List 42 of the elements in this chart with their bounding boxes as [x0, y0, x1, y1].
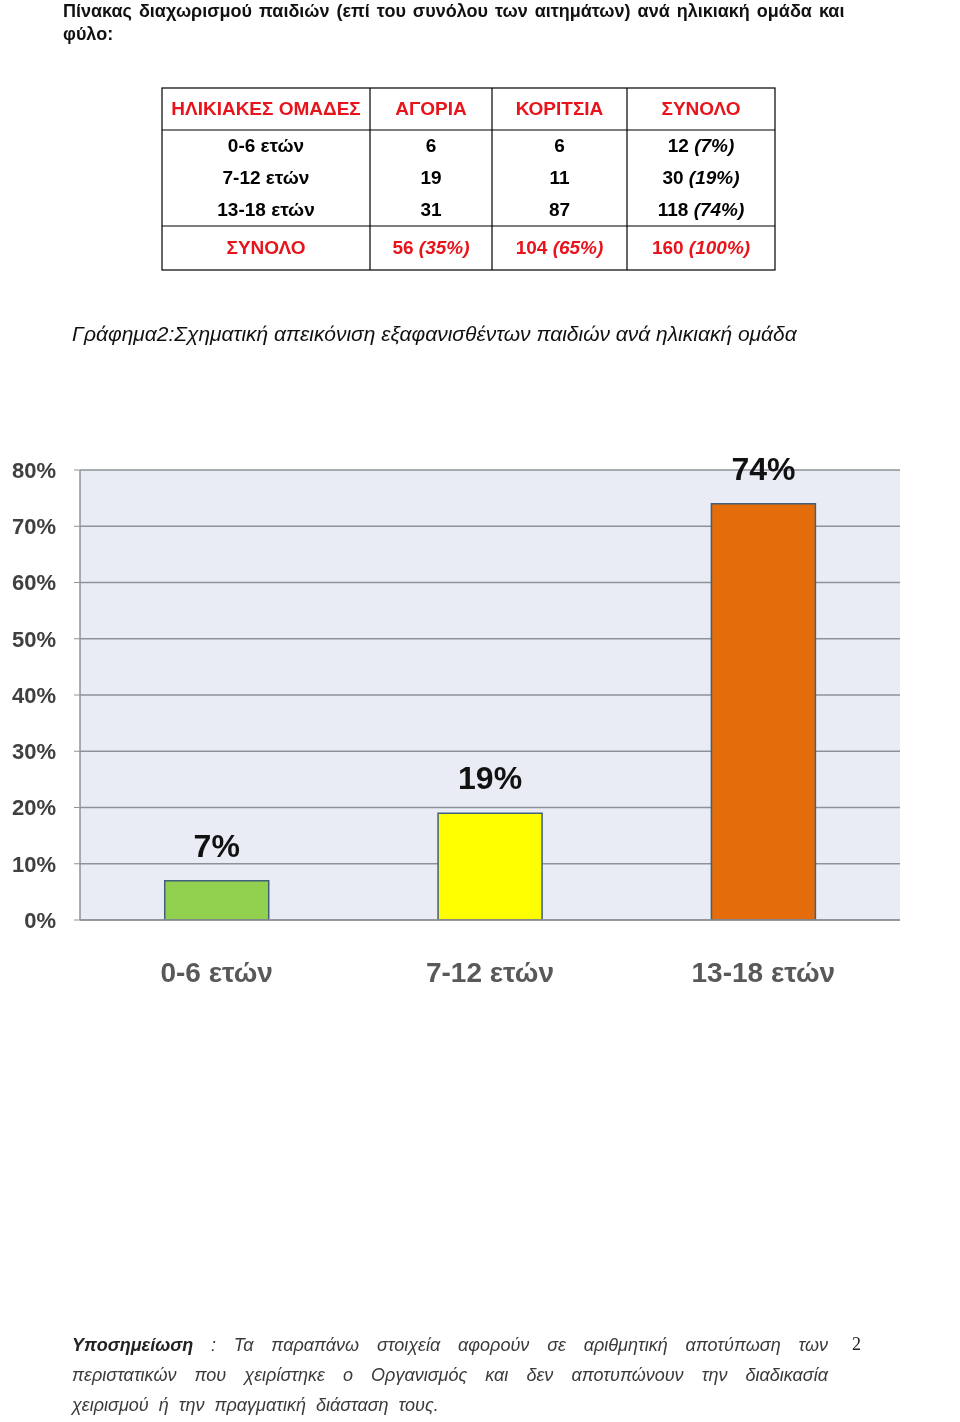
text: 12 (7%)	[667, 135, 735, 156]
text: 104 (65%)	[515, 237, 604, 258]
y-tick-label: 70%	[11, 514, 56, 540]
bar	[710, 503, 817, 920]
text: 87	[548, 199, 571, 220]
y-tick-label: 0%	[24, 907, 56, 933]
text: Πίνακας διαχωρισμού παιδιών (επί του συνόλου των αιτημάτων) ανά ηλικιακή ομάδα και φύλο:	[63, 1, 845, 44]
text: ΗΛΙΚΙΑΚΕΣ ΟΜΑΔΕΣ	[171, 98, 361, 119]
text: 7-12 ετών	[222, 167, 310, 188]
y-tick-label: 50%	[11, 626, 56, 652]
data-label: 74%	[731, 450, 796, 487]
text: ΚΟΡΙΤΣΙΑ	[515, 98, 604, 119]
text: ΑΓΟΡΙΑ	[395, 98, 467, 119]
text: 19	[420, 167, 442, 188]
x-tick-label: 7-12 ετών	[425, 956, 555, 988]
bar	[437, 812, 543, 920]
text: 31	[420, 199, 442, 220]
y-tick-label: 60%	[11, 570, 56, 596]
y-tick-label: 10%	[11, 851, 56, 877]
text: 11	[549, 167, 570, 188]
text: 160 (100%)	[651, 237, 751, 258]
text: 30 (19%)	[662, 167, 740, 188]
data-label: 7%	[193, 827, 240, 864]
text: 13-18 ετών	[217, 199, 315, 220]
text: ΣΥΝΟΛΟ	[226, 237, 306, 258]
text: ΣΥΝΟΛΟ	[661, 98, 741, 119]
text: Υποσημείωση : Τα παραπάνω στοιχεία αφορούν σε αριθμητική αποτύπωση των περιστατικών που χειρίστηκε ο Οργανισμός και δεν αποτυπώνουν την διαδικασία χειρισμού ή την πραγματική διάσταση τους.	[72, 1335, 828, 1415]
text: 6	[554, 135, 565, 156]
text: 56 (35%)	[392, 237, 470, 258]
y-tick-label: 80%	[11, 457, 56, 483]
bar	[163, 879, 270, 920]
y-tick-label: 40%	[11, 682, 56, 708]
y-tick-label: 30%	[11, 739, 56, 765]
text: 0-6 ετών	[227, 135, 305, 156]
x-tick-label: 0-6 ετών	[160, 956, 273, 988]
text: 2	[852, 1334, 861, 1354]
data-label: 19%	[458, 760, 523, 797]
x-tick-label: 13-18 ετών	[691, 956, 836, 988]
y-tick-label: 20%	[11, 795, 56, 821]
text: 118 (74%)	[657, 199, 745, 220]
text: 6	[425, 135, 437, 156]
chart-title: Γράφημα2:Σχηματική απεικόνιση εξαφανισθέντων παιδιών ανά ηλικιακή ομάδα	[72, 322, 797, 345]
